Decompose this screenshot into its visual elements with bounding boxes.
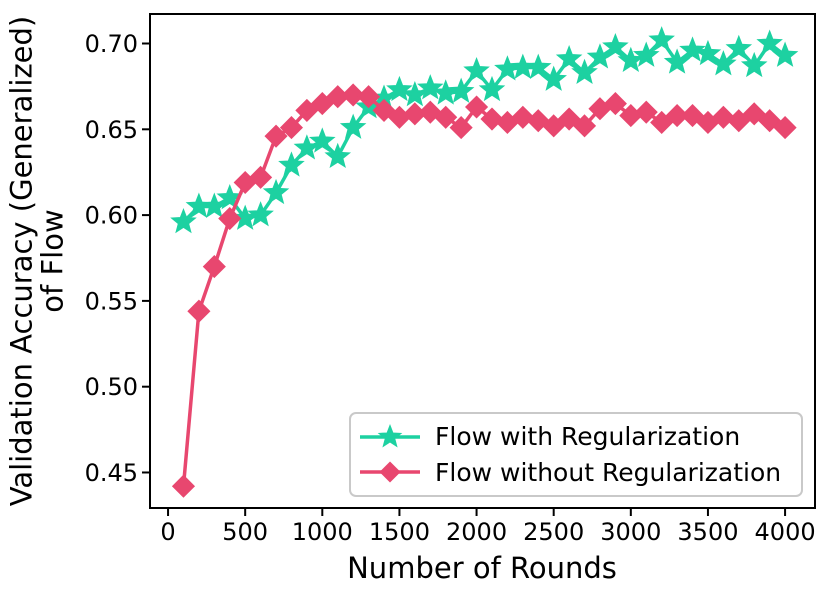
y-tick-label: 0.55 (85, 287, 138, 315)
star-marker (247, 201, 274, 227)
star-marker (663, 48, 691, 74)
star-marker (377, 423, 403, 448)
diamond-marker (434, 105, 458, 129)
star-marker (632, 41, 660, 67)
diamond-marker (218, 206, 242, 231)
star-marker (339, 113, 367, 139)
star-marker (216, 183, 244, 210)
star-marker (478, 75, 506, 102)
diamond-marker (572, 114, 597, 138)
x-axis-label: Number of Rounds (347, 551, 617, 585)
legend-label: Flow without Regularization (435, 457, 782, 487)
x-tick-label: 0 (160, 518, 175, 546)
y-axis-label-line1: Validation Accuracy (Generalized) (4, 15, 39, 507)
legend-entry-without-regularization: Flow without Regularization (359, 457, 793, 487)
y-tick-label: 0.70 (85, 30, 138, 58)
diamond-marker (264, 124, 288, 148)
series-line (182, 37, 787, 224)
star-marker (494, 55, 521, 81)
star-marker (524, 53, 552, 79)
plot-area (149, 13, 816, 509)
star-marker (756, 29, 783, 55)
y-tick-label: 0.50 (85, 373, 138, 401)
star-marker (586, 43, 614, 69)
diamond-marker (773, 116, 797, 140)
diamond-marker (727, 109, 751, 133)
x-tick-label: 2500 (523, 518, 584, 546)
star-marker (309, 127, 336, 153)
diamond-marker (449, 116, 473, 140)
diamond-marker (758, 109, 782, 133)
diamond-marker (680, 104, 705, 128)
star-marker (540, 65, 567, 91)
x-tick-label: 500 (222, 518, 268, 546)
diamond-marker (372, 98, 396, 122)
diamond-marker (665, 104, 689, 128)
x-tick-label: 1000 (292, 518, 353, 546)
star-marker (740, 51, 768, 78)
diamond-marker (202, 255, 226, 279)
star-marker (278, 151, 305, 177)
diamond-marker (310, 92, 334, 116)
star-marker (463, 57, 490, 83)
star-marker (555, 45, 583, 71)
y-tick-label: 0.45 (85, 459, 138, 487)
star-marker (710, 50, 737, 76)
diamond-marker (357, 85, 381, 109)
x-tick-label: 4000 (755, 518, 816, 546)
legend-diamond-marker-icon (360, 461, 420, 483)
diamond-marker (542, 114, 566, 138)
diamond-marker (742, 102, 766, 126)
star-marker (694, 39, 722, 66)
star-marker (170, 208, 197, 234)
star-marker (725, 34, 753, 60)
star-marker (386, 75, 413, 102)
series-with-regularization (170, 26, 799, 234)
x-tick-label: 1500 (369, 518, 430, 546)
diamond-marker (711, 105, 735, 129)
diamond-marker (171, 474, 196, 498)
y-axis-label: Validation Accuracy (Generalized) of Flo… (4, 15, 69, 507)
diamond-marker (341, 83, 365, 107)
y-tick-label: 0.65 (85, 116, 138, 144)
diamond-marker (379, 461, 401, 483)
diamond-marker (511, 105, 535, 129)
y-tick-label: 0.60 (85, 202, 138, 230)
diamond-marker (603, 92, 627, 116)
diamond-marker (464, 95, 489, 119)
star-marker (293, 134, 321, 160)
diamond-marker (249, 165, 273, 189)
diamond-marker (480, 107, 504, 131)
x-tick-label: 3000 (600, 518, 661, 546)
legend-label: Flow with Regularization (435, 422, 741, 452)
star-marker (648, 26, 675, 52)
star-marker (447, 77, 475, 103)
diamond-marker (279, 116, 304, 140)
diamond-marker (295, 98, 319, 122)
star-marker (617, 46, 645, 72)
series-without-regularization (171, 83, 797, 498)
star-marker (401, 81, 429, 107)
diamond-marker (187, 299, 211, 323)
x-tick-label: 2000 (446, 518, 507, 546)
y-axis-label-line2: of Flow (35, 209, 69, 313)
legend: Flow with Regularization Flow without Re… (349, 412, 803, 497)
star-marker (201, 192, 228, 218)
star-marker (571, 58, 598, 84)
star-marker (324, 142, 352, 169)
star-marker (602, 32, 629, 59)
diamond-marker (650, 110, 674, 135)
legend-entry-with-regularization: Flow with Regularization (359, 422, 793, 452)
diamond-marker (634, 100, 658, 124)
star-marker (262, 178, 290, 205)
diamond-marker (557, 107, 581, 131)
star-marker (679, 36, 706, 62)
legend-star-marker-icon (360, 423, 420, 448)
star-marker (771, 41, 799, 67)
star-marker (417, 74, 444, 100)
x-tick-label: 3500 (677, 518, 738, 546)
